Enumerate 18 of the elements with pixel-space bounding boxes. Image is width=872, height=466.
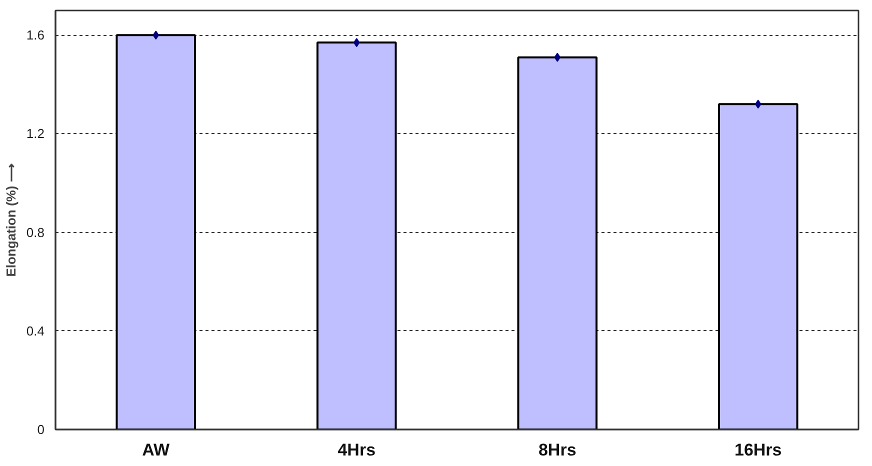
- bar: [517, 56, 598, 430]
- y-tick-label: 0: [37, 422, 45, 437]
- y-tick-label: 0.4: [26, 323, 45, 338]
- bar: [316, 42, 397, 430]
- point: [554, 52, 561, 62]
- y-axis-title: Elongation (%) ⟶: [3, 163, 18, 277]
- x-tick-label: 16Hrs: [734, 440, 782, 460]
- bar: [116, 34, 196, 430]
- y-tick-label: 1.6: [26, 28, 45, 43]
- x-tick-label: 4Hrs: [338, 440, 376, 460]
- y-tick-label: 1.2: [26, 126, 45, 142]
- point: [353, 38, 360, 48]
- x-tick-label: AW: [142, 440, 171, 460]
- bar: [718, 103, 798, 430]
- point: [754, 100, 762, 109]
- x-tick-label: 8Hrs: [538, 440, 576, 460]
- point: [152, 30, 160, 40]
- y-tick-label: 0.8: [26, 224, 45, 240]
